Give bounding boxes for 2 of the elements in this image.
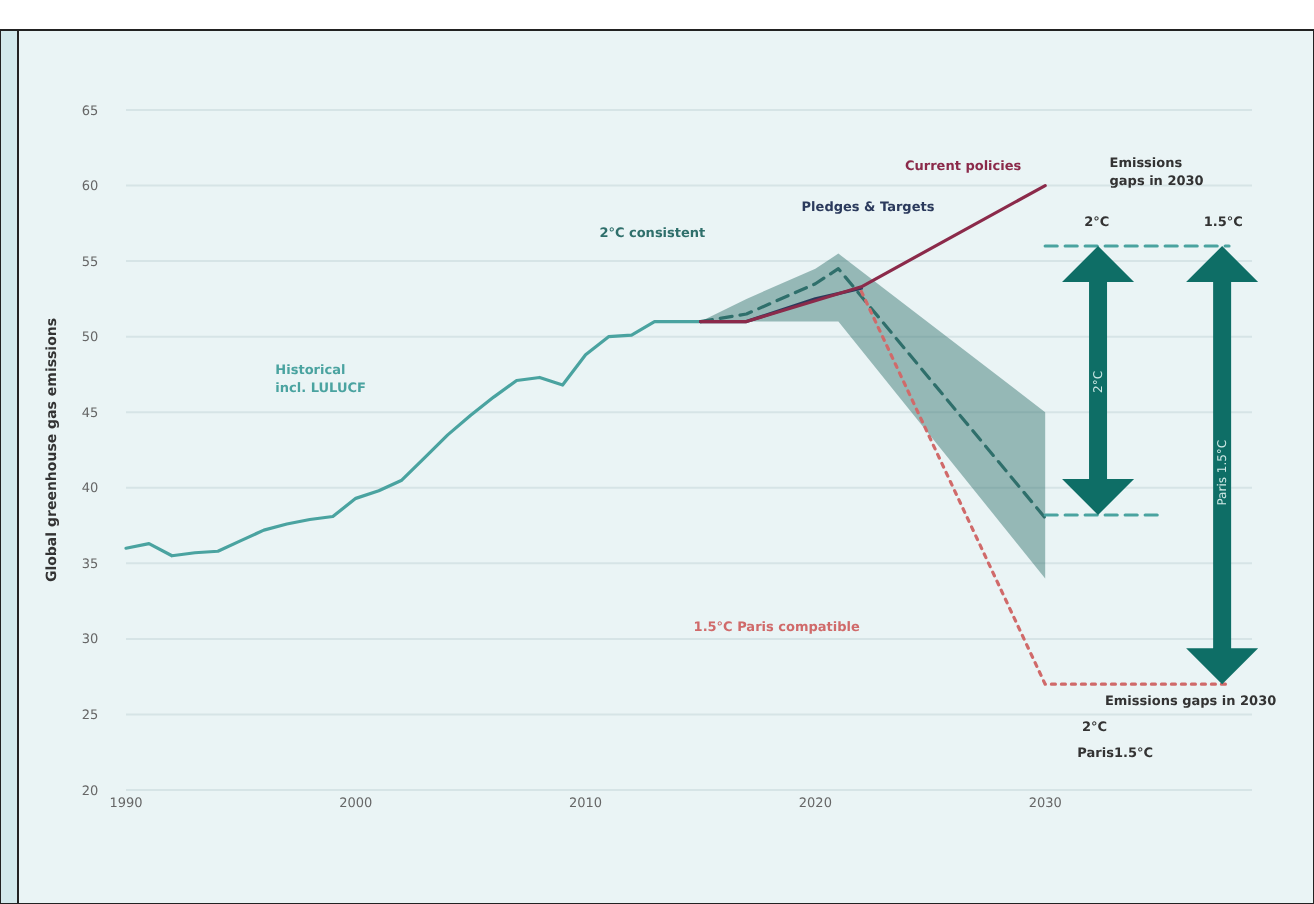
line-series bbox=[698, 267, 1047, 520]
line-series bbox=[124, 319, 703, 558]
